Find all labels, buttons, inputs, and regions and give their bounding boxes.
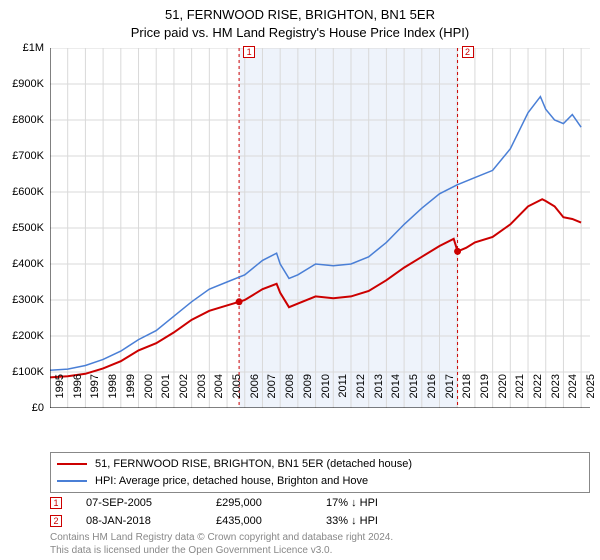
legend-row-property: 51, FERNWOOD RISE, BRIGHTON, BN1 5ER (de… [57, 456, 583, 473]
legend-label-hpi: HPI: Average price, detached house, Brig… [95, 473, 368, 490]
event-marker-2: 2 [462, 46, 474, 58]
x-tick-label: 2000 [143, 374, 155, 414]
x-tick-label: 2001 [160, 374, 172, 414]
footer-attribution: Contains HM Land Registry data © Crown c… [50, 532, 393, 557]
x-tick-label: 1999 [125, 374, 137, 414]
x-tick-label: 2022 [532, 374, 544, 414]
title-line-2: Price paid vs. HM Land Registry's House … [0, 24, 600, 42]
y-tick-label: £900K [12, 78, 44, 90]
y-tick-label: £100K [12, 366, 44, 378]
x-tick-label: 2019 [479, 374, 491, 414]
y-tick-label: £500K [12, 222, 44, 234]
x-tick-label: 1997 [89, 374, 101, 414]
sale-pct-1: 17% ↓ HPI [326, 497, 436, 509]
x-tick-label: 2008 [284, 374, 296, 414]
y-tick-label: £400K [12, 258, 44, 270]
sale-index-1: 1 [50, 497, 62, 509]
sale-pct-2: 33% ↓ HPI [326, 515, 436, 527]
chart-area: £0£100K£200K£300K£400K£500K£600K£700K£80… [50, 48, 590, 408]
y-tick-label: £200K [12, 330, 44, 342]
x-tick-label: 2011 [337, 374, 349, 414]
legend-row-hpi: HPI: Average price, detached house, Brig… [57, 473, 583, 490]
chart-container: 51, FERNWOOD RISE, BRIGHTON, BN1 5ER Pri… [0, 0, 600, 560]
x-tick-label: 2017 [444, 374, 456, 414]
x-tick-label: 2015 [408, 374, 420, 414]
chart-title: 51, FERNWOOD RISE, BRIGHTON, BN1 5ER Pri… [0, 0, 600, 41]
x-tick-label: 2012 [355, 374, 367, 414]
x-tick-label: 2024 [567, 374, 579, 414]
legend-swatch-hpi [57, 480, 87, 482]
y-tick-label: £1M [23, 42, 44, 54]
x-tick-label: 2013 [373, 374, 385, 414]
x-tick-label: 1995 [54, 374, 66, 414]
x-tick-label: 1998 [107, 374, 119, 414]
x-tick-label: 2025 [585, 374, 597, 414]
sale-row-2: 2 08-JAN-2018 £435,000 33% ↓ HPI [50, 512, 436, 530]
x-tick-label: 2004 [213, 374, 225, 414]
x-tick-label: 2010 [320, 374, 332, 414]
legend-swatch-property [57, 463, 87, 465]
x-tick-label: 2014 [390, 374, 402, 414]
x-tick-label: 2020 [497, 374, 509, 414]
event-marker-1: 1 [243, 46, 255, 58]
sale-date-2: 08-JAN-2018 [86, 515, 216, 527]
chart-svg [50, 48, 590, 408]
y-tick-label: £700K [12, 150, 44, 162]
sales-rows: 1 07-SEP-2005 £295,000 17% ↓ HPI 2 08-JA… [50, 494, 436, 530]
footer-line-2: This data is licensed under the Open Gov… [50, 545, 393, 558]
x-tick-label: 2002 [178, 374, 190, 414]
x-tick-label: 2003 [196, 374, 208, 414]
title-line-1: 51, FERNWOOD RISE, BRIGHTON, BN1 5ER [0, 6, 600, 24]
sale-row-1: 1 07-SEP-2005 £295,000 17% ↓ HPI [50, 494, 436, 512]
x-tick-label: 2006 [249, 374, 261, 414]
sale-date-1: 07-SEP-2005 [86, 497, 216, 509]
y-tick-label: £300K [12, 294, 44, 306]
sale-price-1: £295,000 [216, 497, 326, 509]
y-tick-label: £800K [12, 114, 44, 126]
x-tick-label: 2021 [514, 374, 526, 414]
x-tick-label: 1996 [72, 374, 84, 414]
legend-label-property: 51, FERNWOOD RISE, BRIGHTON, BN1 5ER (de… [95, 456, 412, 473]
legend-box: 51, FERNWOOD RISE, BRIGHTON, BN1 5ER (de… [50, 452, 590, 493]
y-tick-label: £0 [32, 402, 44, 414]
x-tick-label: 2009 [302, 374, 314, 414]
x-tick-label: 2018 [461, 374, 473, 414]
sale-price-2: £435,000 [216, 515, 326, 527]
y-tick-label: £600K [12, 186, 44, 198]
x-tick-label: 2005 [231, 374, 243, 414]
x-tick-label: 2016 [426, 374, 438, 414]
sale-index-2: 2 [50, 515, 62, 527]
x-tick-label: 2023 [550, 374, 562, 414]
x-tick-label: 2007 [266, 374, 278, 414]
footer-line-1: Contains HM Land Registry data © Crown c… [50, 532, 393, 545]
